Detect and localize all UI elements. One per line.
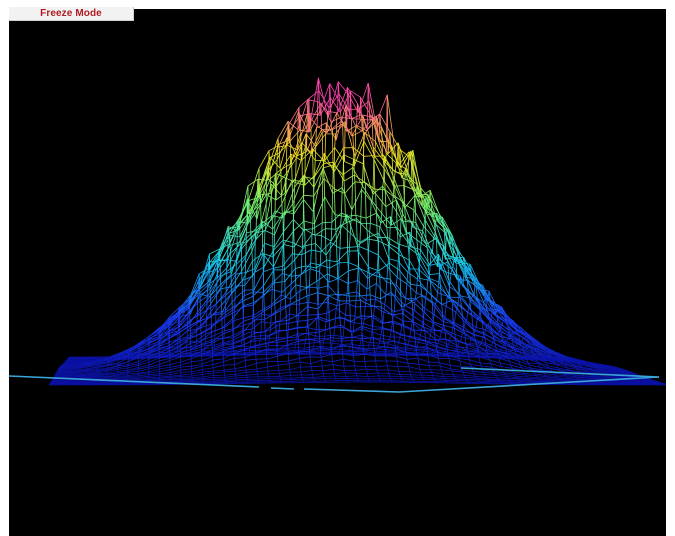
surface-plot-viewport[interactable] [9,9,666,536]
surface-plot [9,77,666,393]
wireframe-mesh [48,77,666,386]
baseline-outline [9,367,660,393]
freeze-mode-label: Freeze Mode [40,8,102,19]
freeze-mode-button[interactable]: Freeze Mode [9,7,134,21]
